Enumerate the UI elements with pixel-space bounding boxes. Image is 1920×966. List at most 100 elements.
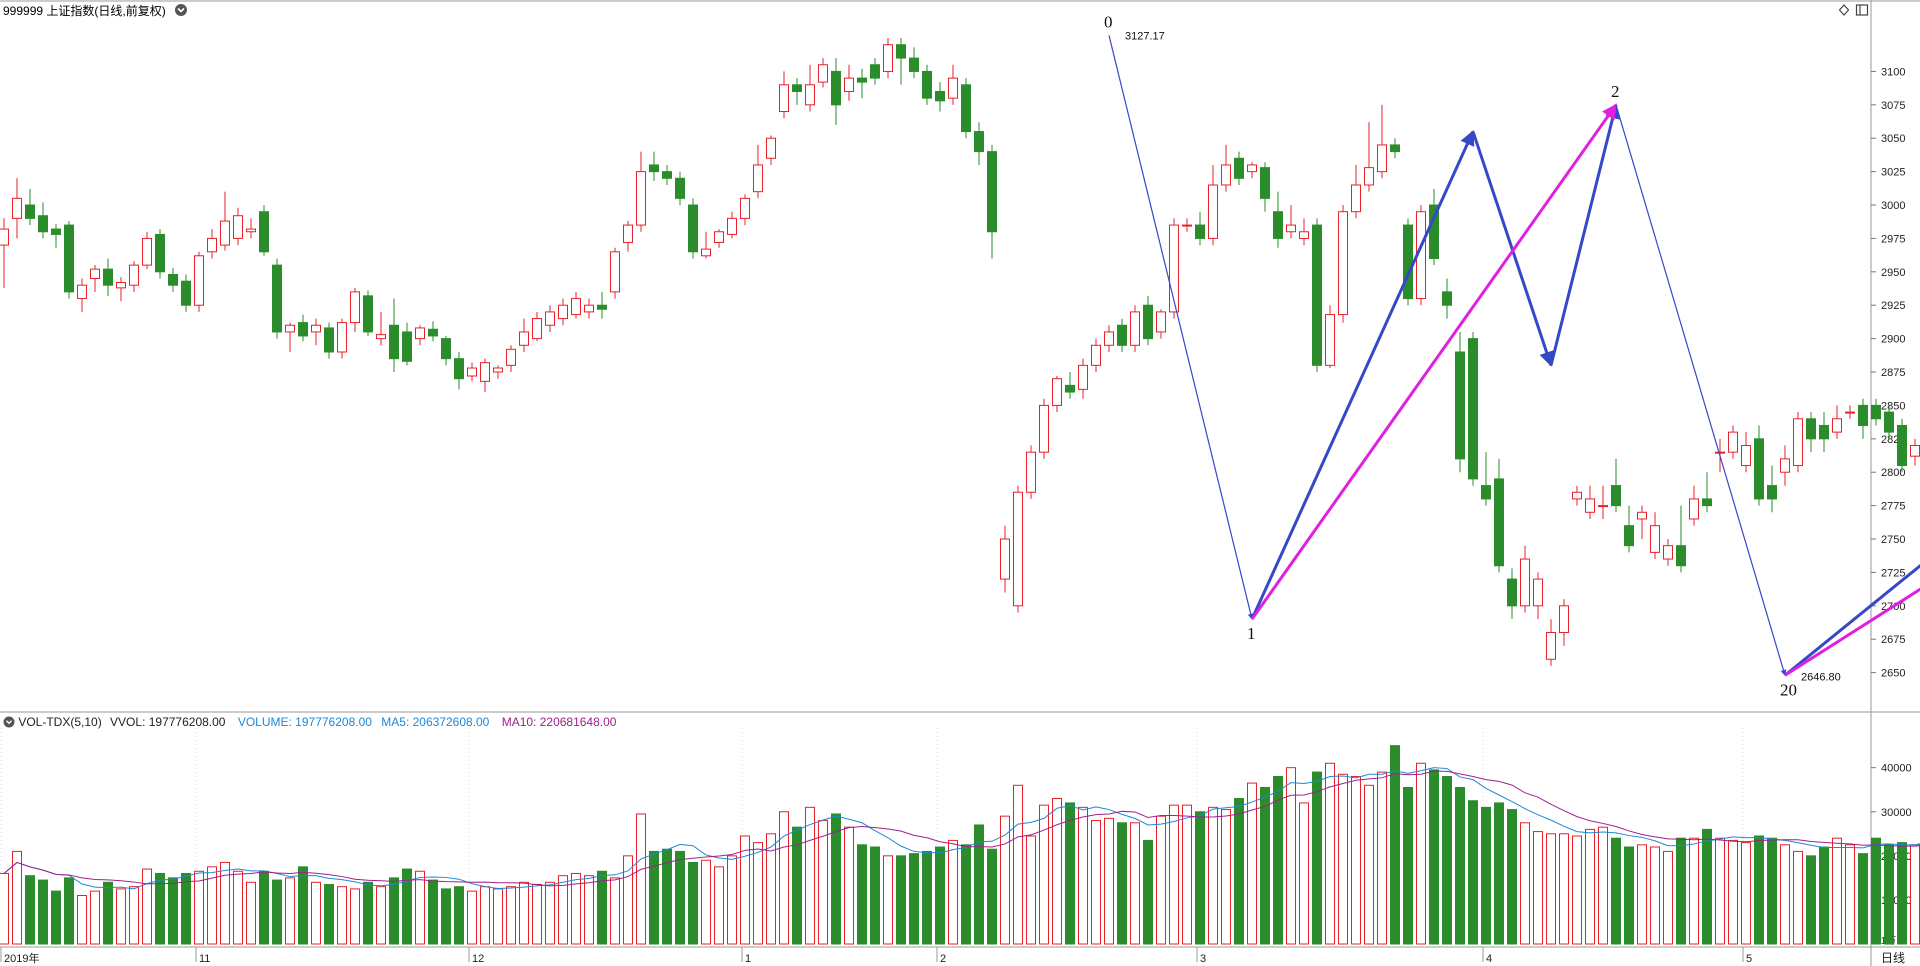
candle: [1000, 525, 1010, 593]
candle: [142, 231, 152, 270]
candle: [1299, 218, 1309, 246]
price-tick-label: 3000: [1881, 200, 1905, 212]
candle-body: [935, 90, 945, 102]
volume-bar: [415, 870, 425, 945]
chevron-down-circle-icon[interactable]: [174, 3, 188, 20]
candle: [389, 298, 399, 373]
candle-body: [688, 204, 698, 253]
volume-bar: [376, 886, 386, 945]
candle: [1013, 485, 1023, 613]
candle-body: [1481, 485, 1491, 500]
volume-bar: [1273, 775, 1283, 945]
candle-body: [909, 57, 919, 72]
volume-bar: [181, 872, 191, 945]
candle: [779, 71, 789, 119]
volume-bar: [1299, 802, 1309, 945]
volume-bar: [1663, 850, 1673, 945]
wave-line-segment: [1108, 35, 1254, 620]
volume-bar: [805, 806, 815, 945]
candle-body: [129, 264, 139, 286]
candle: [831, 58, 841, 125]
candle-body: [1169, 224, 1179, 313]
volume-bar: [129, 886, 139, 945]
candle-body: [181, 280, 191, 306]
candle-body: [246, 228, 256, 233]
candle: [1806, 412, 1816, 453]
candle-body: [714, 231, 724, 243]
candle: [1780, 445, 1790, 486]
candle: [1039, 398, 1049, 459]
ma10-line: [3, 770, 1920, 887]
price-tick-label: 3050: [1881, 133, 1905, 145]
candle: [402, 322, 412, 366]
vvol-value: VVOL: 197776208.00: [110, 715, 226, 729]
candle-body: [1143, 304, 1153, 340]
candle: [64, 221, 74, 299]
candle-body: [1091, 344, 1101, 366]
candle-body: [311, 324, 321, 333]
period-label: 日线: [1881, 951, 1905, 965]
volume-bar: [1351, 775, 1361, 945]
price-tick-label: 2650: [1881, 668, 1905, 680]
candle: [1871, 398, 1881, 426]
candle: [987, 144, 997, 259]
window-restore-icon[interactable]: [1855, 3, 1869, 20]
volume-bar: [1208, 806, 1218, 945]
volume-bar: [1728, 839, 1738, 945]
candle-body: [1702, 498, 1712, 507]
candle-body: [818, 64, 828, 83]
volume-bar: [740, 835, 750, 945]
volume-bar: [1780, 844, 1790, 945]
volume-bar: [1104, 817, 1114, 945]
candle: [1403, 218, 1413, 306]
candle: [545, 305, 555, 332]
candle: [701, 231, 711, 259]
price-tick-label: 3025: [1881, 167, 1905, 179]
volume-bar: [1338, 773, 1348, 945]
candle: [935, 82, 945, 112]
candle-body: [844, 77, 854, 92]
volume-bar: [1819, 846, 1829, 945]
volume-bar: [1065, 802, 1075, 945]
volume-bar: [1182, 804, 1192, 945]
candle-body: [1039, 404, 1049, 453]
volume-bar: [1858, 853, 1868, 945]
volume-bar: [623, 855, 633, 945]
date-tick-label: 4: [1486, 953, 1492, 965]
candle-body: [467, 367, 477, 377]
candle-body: [389, 324, 399, 360]
wave-label: 0: [1104, 12, 1113, 31]
candle-body: [1806, 418, 1816, 440]
volume-indicator-icon[interactable]: [3, 716, 15, 731]
candle: [1507, 568, 1517, 620]
volume-header: VOL-TDX(5,10) VVOL: 197776208.00 VOLUME:…: [3, 715, 616, 731]
candle: [558, 298, 568, 326]
volume-bar: [1793, 850, 1803, 945]
price-tick-label: 2850: [1881, 400, 1905, 412]
candle: [1325, 305, 1335, 369]
volume-bar: [1013, 784, 1023, 945]
volume-bar: [727, 855, 737, 945]
candle-body: [896, 44, 906, 59]
candle-body: [168, 273, 178, 286]
candle-body: [1598, 505, 1608, 508]
candle: [272, 258, 282, 339]
candle-body: [1442, 291, 1452, 306]
candle: [1741, 432, 1751, 473]
candle: [311, 318, 321, 346]
candle: [1026, 445, 1036, 499]
volume-bar: [1169, 804, 1179, 945]
candle: [1767, 465, 1777, 513]
candle: [1260, 162, 1270, 212]
candle-body: [1104, 331, 1114, 346]
wave-line-segment: [1471, 131, 1554, 367]
candle-body: [1741, 444, 1751, 467]
candle-body: [1247, 164, 1257, 173]
candle-body: [571, 298, 581, 316]
diamond-icon[interactable]: [1838, 3, 1850, 20]
volume-bar: [571, 872, 581, 945]
candle-body: [1793, 418, 1803, 467]
candle-body: [1520, 558, 1530, 607]
candle: [1585, 485, 1595, 519]
